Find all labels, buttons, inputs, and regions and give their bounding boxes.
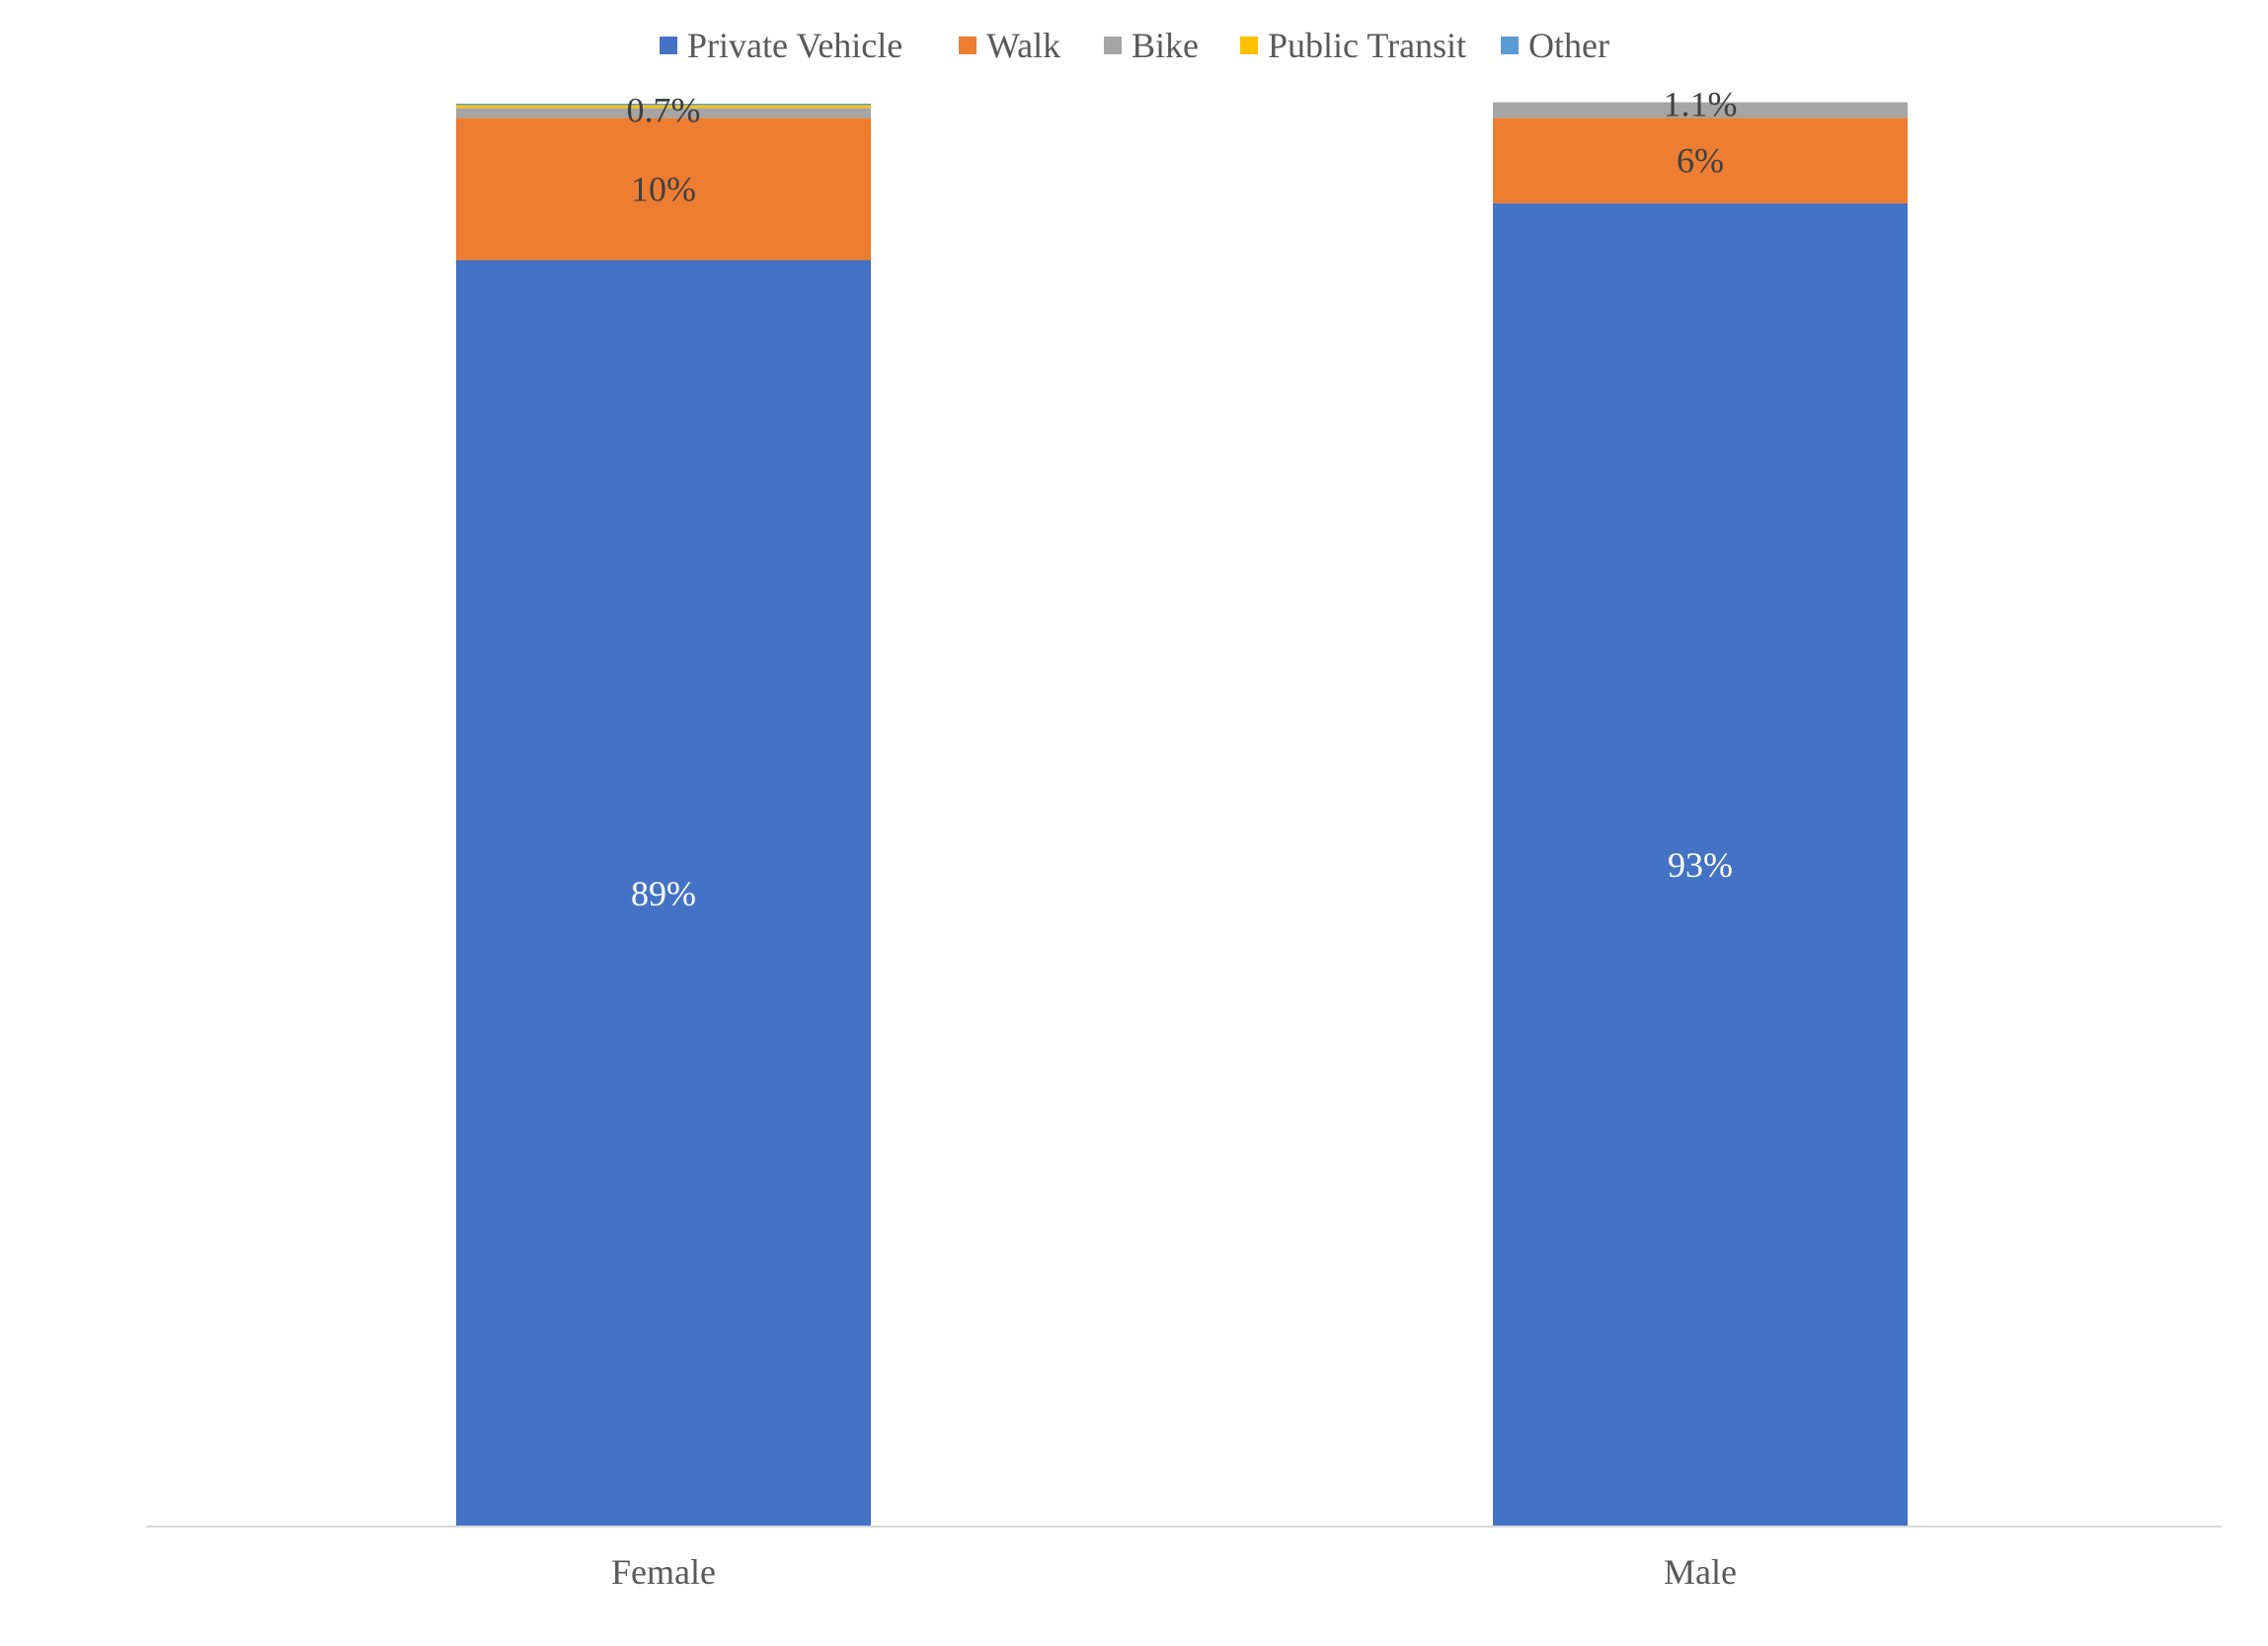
bar-segment-female-other xyxy=(456,104,871,106)
data-label-male-walk: 6% xyxy=(1677,141,1724,181)
bar-segment-male-walk xyxy=(1493,118,1908,203)
bar-segment-male-private-vehicle xyxy=(1493,202,1908,1527)
bar-segment-male-bike xyxy=(1493,102,1908,118)
legend: Private Vehicle Walk Bike Public Transit Oth… xyxy=(660,26,1609,65)
x-tick-label-male: Male xyxy=(1664,1552,1737,1592)
legend-swatch-walk xyxy=(959,37,977,54)
legend-label-bike: Bike xyxy=(1132,26,1199,65)
bar-segment-female-private-vehicle xyxy=(456,260,871,1527)
bar-segment-female-walk xyxy=(456,118,871,261)
data-label-female-bike: 0.7% xyxy=(627,90,701,129)
data-label-female-private-vehicle: 89% xyxy=(631,874,696,913)
legend-label-private-vehicle: Private Vehicle xyxy=(687,26,902,65)
x-axis: Female Male xyxy=(611,1552,1737,1592)
plot-area: 89% 10% 0.7% 93% 6% 1.1% xyxy=(456,85,1908,1527)
x-tick-label-female: Female xyxy=(611,1552,716,1592)
bar-segment-female-public-transit xyxy=(456,105,871,109)
legend-swatch-private-vehicle xyxy=(660,37,677,54)
data-label-female-walk: 10% xyxy=(631,169,696,208)
data-label-male-bike: 1.1% xyxy=(1664,85,1738,124)
legend-swatch-other xyxy=(1501,37,1519,54)
legend-swatch-bike xyxy=(1104,37,1122,54)
legend-label-other: Other xyxy=(1528,26,1609,65)
legend-label-public-transit: Public Transit xyxy=(1268,26,1466,65)
legend-swatch-public-transit xyxy=(1240,37,1258,54)
bar-segment-female-bike xyxy=(456,108,871,118)
legend-label-walk: Walk xyxy=(986,26,1060,65)
data-label-male-private-vehicle: 93% xyxy=(1668,845,1733,885)
